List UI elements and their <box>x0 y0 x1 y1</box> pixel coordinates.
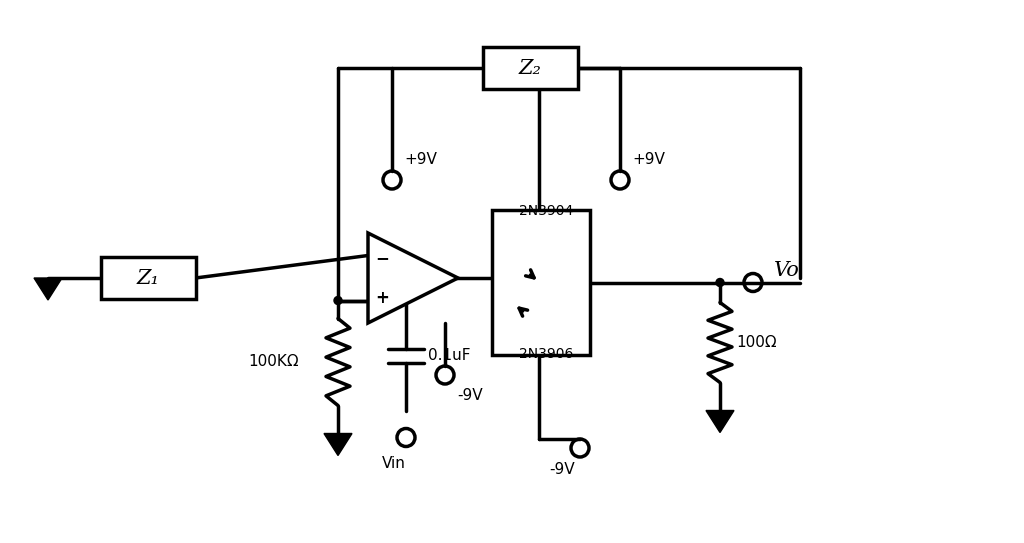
Bar <box>492 210 590 355</box>
Text: 100KΩ: 100KΩ <box>248 355 299 369</box>
Bar <box>100 257 196 299</box>
Text: +9V: +9V <box>632 153 665 167</box>
Text: +9V: +9V <box>404 153 437 167</box>
Text: +: + <box>375 289 389 307</box>
Text: 2N3906: 2N3906 <box>519 348 573 361</box>
Polygon shape <box>368 233 458 323</box>
Polygon shape <box>324 433 352 456</box>
Text: Vin: Vin <box>382 456 406 471</box>
Text: 0.1uF: 0.1uF <box>428 348 470 363</box>
Text: −: − <box>375 249 389 267</box>
Text: -9V: -9V <box>549 463 574 477</box>
Text: 100Ω: 100Ω <box>736 335 776 350</box>
Text: Z₂: Z₂ <box>518 59 542 78</box>
Circle shape <box>716 279 724 287</box>
Circle shape <box>334 296 342 305</box>
Text: -9V: -9V <box>457 388 482 402</box>
Bar <box>482 47 578 89</box>
Text: Z₁: Z₁ <box>136 268 160 287</box>
Text: Vo: Vo <box>774 261 800 280</box>
Text: 2N3904: 2N3904 <box>519 204 573 218</box>
Polygon shape <box>706 411 734 433</box>
Polygon shape <box>34 278 62 300</box>
